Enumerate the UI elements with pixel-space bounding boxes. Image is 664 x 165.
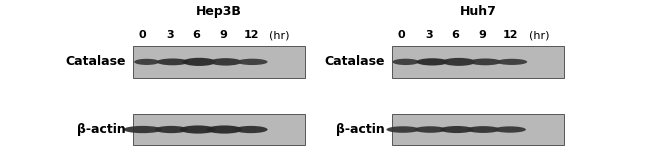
Ellipse shape <box>440 126 473 133</box>
Ellipse shape <box>157 58 189 65</box>
Text: 3: 3 <box>425 31 433 40</box>
Text: 9: 9 <box>220 31 228 40</box>
Text: β-actin: β-actin <box>337 123 385 136</box>
Ellipse shape <box>467 126 500 133</box>
Ellipse shape <box>180 125 216 134</box>
FancyBboxPatch shape <box>133 46 305 78</box>
Text: 9: 9 <box>479 31 487 40</box>
Text: (hr): (hr) <box>529 31 549 40</box>
Ellipse shape <box>234 126 268 133</box>
Text: Catalase: Catalase <box>325 55 385 68</box>
Ellipse shape <box>494 126 526 133</box>
Ellipse shape <box>124 126 162 133</box>
Text: β-actin: β-actin <box>78 123 126 136</box>
Ellipse shape <box>469 58 501 65</box>
FancyBboxPatch shape <box>133 114 305 145</box>
Text: Hep3B: Hep3B <box>196 5 242 18</box>
Ellipse shape <box>392 59 419 65</box>
Ellipse shape <box>386 126 420 133</box>
Ellipse shape <box>416 58 448 66</box>
Ellipse shape <box>155 126 188 133</box>
Ellipse shape <box>414 126 446 133</box>
Ellipse shape <box>183 58 216 66</box>
Ellipse shape <box>237 59 268 65</box>
Text: 6: 6 <box>193 31 201 40</box>
Ellipse shape <box>442 58 475 66</box>
FancyBboxPatch shape <box>392 46 564 78</box>
Text: 0: 0 <box>139 31 147 40</box>
Ellipse shape <box>210 58 242 66</box>
Text: Catalase: Catalase <box>66 55 126 68</box>
Text: 12: 12 <box>243 31 259 40</box>
Text: 3: 3 <box>166 31 174 40</box>
Text: 6: 6 <box>452 31 459 40</box>
Ellipse shape <box>497 59 527 65</box>
Text: (hr): (hr) <box>269 31 289 40</box>
Text: 0: 0 <box>398 31 406 40</box>
FancyBboxPatch shape <box>392 114 564 145</box>
Ellipse shape <box>134 59 159 65</box>
Text: 12: 12 <box>502 31 518 40</box>
Text: Huh7: Huh7 <box>459 5 497 18</box>
Ellipse shape <box>207 125 242 134</box>
